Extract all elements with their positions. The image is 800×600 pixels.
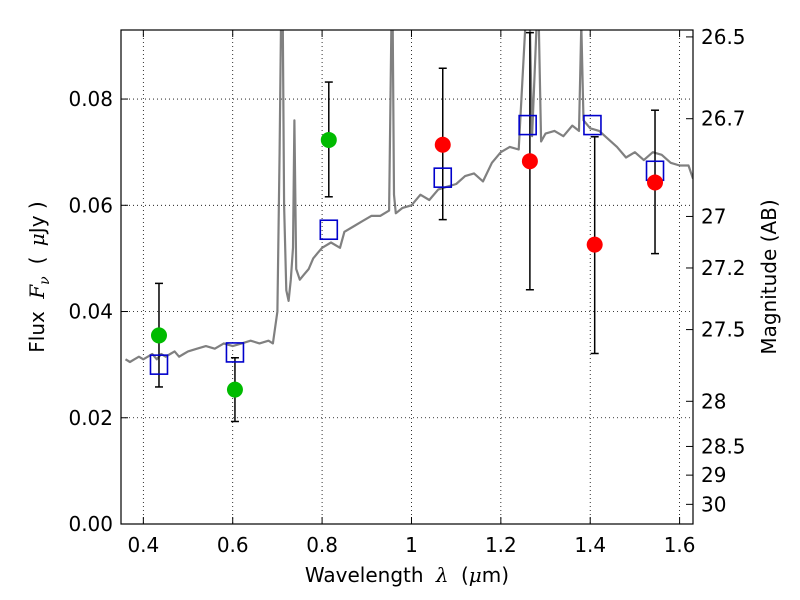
red-data-point: [647, 174, 664, 191]
y-tick-label: 0.04: [68, 300, 113, 324]
plot-frame: [120, 29, 694, 525]
spectrum-line: [124, 30, 693, 364]
y-axis-unit-rest: Jy ): [25, 201, 49, 235]
green-data-point: [226, 381, 243, 398]
y-axis-symbol: F: [25, 284, 49, 300]
y-axis-unit-mu: μ: [25, 233, 49, 246]
model-photometry-square: [433, 167, 453, 188]
y-axis-label: Flux: [25, 311, 49, 353]
green-data-point: [150, 327, 167, 344]
y-axis-unit-open: (: [25, 257, 49, 265]
y2-axis-title: Magnitude (AB): [757, 199, 781, 354]
y2-tick-label: 27: [701, 204, 726, 228]
x-tick-label: 0.8: [306, 533, 338, 557]
y2-tick-label: 29: [701, 463, 726, 487]
y-axis-title: Flux Fν ( μJy ): [25, 201, 53, 352]
red-data-point: [434, 136, 451, 153]
x-tick-label: 1.6: [664, 533, 696, 557]
y2-tick-label: 28.5: [701, 434, 746, 458]
spectrum-layer: [124, 30, 693, 364]
x-axis-title: Wavelength λ (μm): [305, 563, 509, 587]
y-tick-label: 0.08: [68, 87, 113, 111]
x-tick-label: 0.6: [217, 533, 249, 557]
x-tick-label: 1: [405, 533, 418, 557]
y-tick-label: 0.00: [68, 512, 113, 536]
model-photometry-square: [149, 354, 169, 375]
y2-tick-label: 26.5: [701, 25, 746, 49]
y2-tick-label: 28: [701, 389, 726, 413]
y-tick-label: 0.06: [68, 193, 113, 217]
y2-tick-label: 27.2: [701, 256, 746, 280]
axis-ticks: 0.4 0.6 0.8 1 1.2 1.4 1.6 0.00 0.02 0.04 0.06 0.08 2…: [68, 25, 745, 557]
x-axis-lambda: λ: [435, 563, 449, 587]
green-data-point: [320, 131, 337, 148]
x-axis-unit-open: (: [461, 563, 469, 587]
y-axis-subscript: ν: [37, 276, 53, 285]
model-photometry-square: [319, 219, 339, 241]
red-data-point: [521, 153, 538, 170]
x-axis-unit-rest: m): [482, 563, 509, 587]
model-photometry-square: [583, 114, 602, 136]
x-tick-label: 0.4: [127, 533, 159, 557]
x-tick-label: 1.4: [574, 533, 606, 557]
x-tick-label: 1.2: [485, 533, 517, 557]
y2-tick-label: 30: [701, 492, 726, 516]
grid-lines: [121, 30, 693, 525]
y2-tick-label: 26.7: [701, 107, 746, 131]
y2-tick-label: 27.5: [701, 318, 746, 342]
red-data-point: [586, 236, 603, 253]
x-axis-label: Wavelength: [305, 563, 424, 587]
points-layer: [149, 31, 665, 423]
y-tick-label: 0.02: [68, 406, 113, 430]
x-axis-unit-mu: μ: [469, 563, 482, 587]
model-photometry-square: [225, 342, 245, 363]
model-photometry-square: [518, 114, 537, 136]
